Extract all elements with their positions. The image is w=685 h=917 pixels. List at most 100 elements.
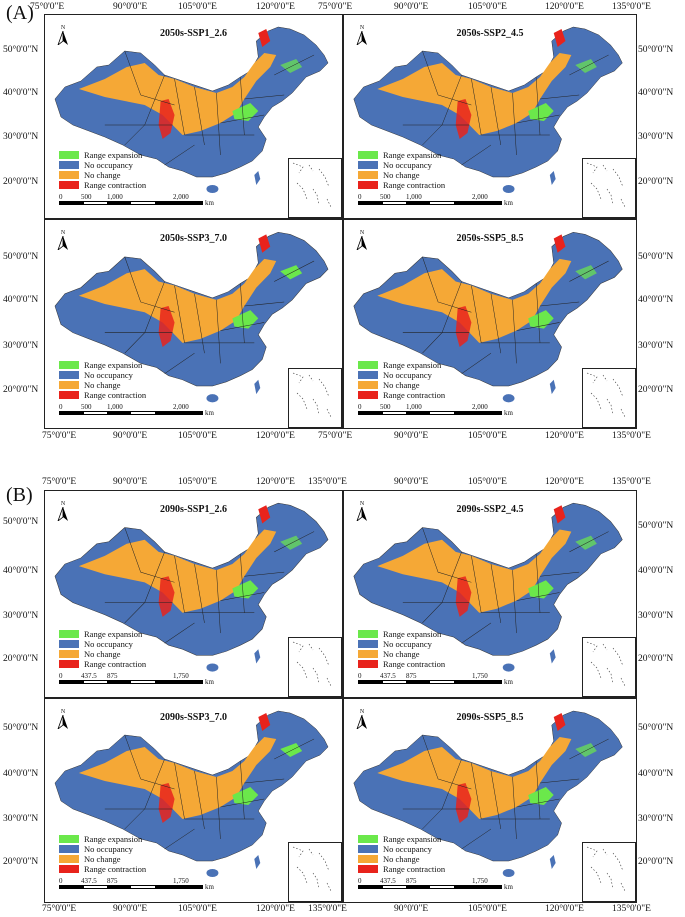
- lon-label: 105°0'0"E: [178, 904, 217, 914]
- lon-label: 120°0'0"E: [256, 2, 295, 12]
- legend-item: Range contraction: [59, 659, 146, 669]
- north-arrow-icon: N: [356, 709, 368, 731]
- legend-label: No occupancy: [84, 639, 133, 649]
- scale-tick: 2,000: [472, 193, 488, 201]
- scale-unit: km: [504, 883, 513, 891]
- no-change-region: [377, 529, 572, 613]
- lat-label: 50°0'0"N: [3, 517, 39, 527]
- legend-label: Range expansion: [84, 360, 143, 370]
- north-arrow-icon: N: [57, 25, 69, 47]
- china-map: [54, 26, 329, 193]
- legend-label: No occupancy: [84, 370, 133, 380]
- legend-item: No change: [59, 854, 146, 864]
- range-contraction-region: [258, 713, 271, 731]
- lat-label: 50°0'0"N: [638, 723, 674, 733]
- legend-swatch: [358, 660, 378, 668]
- north-arrow-icon: N: [57, 501, 69, 523]
- lon-label: 105°0'0"E: [468, 477, 507, 487]
- no-change-region: [78, 529, 277, 613]
- legend-swatch: [358, 161, 378, 169]
- scale-tick: 875: [406, 877, 417, 885]
- scale-tick: 437.5: [81, 672, 97, 680]
- legend-swatch: [59, 865, 79, 873]
- legend-label: Range contraction: [383, 180, 446, 190]
- legend-label: No occupancy: [84, 160, 133, 170]
- range-expansion-region: [280, 743, 303, 757]
- scale-unit: km: [504, 199, 513, 207]
- taiwan: [254, 855, 261, 869]
- scale-tick: 1,000: [406, 403, 422, 411]
- legend-label: No change: [383, 649, 420, 659]
- map-panel: 2050s-SSP3_7.0 N Range expansion No occupan…: [44, 219, 343, 429]
- lat-label: 40°0'0"N: [638, 88, 674, 98]
- lat-label: 40°0'0"N: [3, 769, 39, 779]
- hainan: [206, 869, 219, 877]
- map-panel: 2090s-SSP3_7.0 N Range expansion No occupan…: [44, 698, 343, 903]
- legend-swatch: [59, 371, 79, 379]
- section-a-label: (A): [6, 2, 34, 24]
- no-change-region: [377, 53, 572, 135]
- scale-tick: 0: [358, 193, 362, 201]
- north-label: N: [359, 230, 365, 236]
- lat-label: 20°0'0"N: [3, 177, 39, 187]
- lat-label: 30°0'0"N: [638, 814, 674, 824]
- lat-label: 40°0'0"N: [3, 295, 39, 305]
- map-panel: 2090s-SSP1_2.6 N Range expansion No occupan…: [44, 490, 343, 698]
- south-china-sea-inset: [582, 637, 636, 697]
- lon-label: 75°0'0"E: [42, 904, 77, 914]
- no-change-region: [78, 53, 277, 135]
- no-change-region: [78, 737, 277, 819]
- north-arrow-icon: [356, 714, 367, 731]
- legend-swatch: [358, 640, 378, 648]
- panel-title: 2050s-SSP3_7.0: [160, 233, 227, 244]
- legend-label: Range expansion: [84, 150, 143, 160]
- legend-label: Range expansion: [383, 629, 442, 639]
- lon-label: 135°0'0"E: [612, 431, 651, 441]
- north-arrow-icon: [356, 506, 367, 523]
- lon-label: 75°0'0"E: [318, 431, 353, 441]
- north-label: N: [60, 501, 66, 507]
- range-expansion-region: [280, 59, 303, 73]
- lon-label: 135°0'0"E: [308, 904, 347, 914]
- legend-item: No change: [358, 380, 445, 390]
- legend-swatch: [358, 151, 378, 159]
- lon-label: 120°0'0"E: [256, 477, 295, 487]
- scale-tick: 1,750: [173, 877, 189, 885]
- legend-label: Range contraction: [84, 180, 147, 190]
- province-boundaries: [402, 256, 609, 374]
- range-contraction-region: [258, 29, 271, 47]
- panel-title: 2050s-SSP2_4.5: [456, 28, 524, 39]
- north-arrow-icon: N: [57, 230, 69, 252]
- legend-label: Range contraction: [84, 659, 147, 669]
- legend-item: No change: [358, 854, 445, 864]
- panel-title: 2050s-SSP1_2.6: [160, 28, 227, 39]
- range-contraction-region: [455, 576, 472, 617]
- lon-label: 120°0'0"E: [256, 904, 295, 914]
- legend-label: Range contraction: [383, 864, 446, 874]
- legend-item: No change: [358, 170, 445, 180]
- south-china-sea-islands: [586, 641, 626, 687]
- legend-swatch: [358, 171, 378, 179]
- legend-label: Range expansion: [84, 834, 143, 844]
- range-contraction-region: [455, 783, 472, 823]
- range-contraction-region: [455, 99, 472, 139]
- section-b-label: (B): [6, 484, 33, 506]
- range-expansion-region: [575, 535, 597, 550]
- china-map: [353, 710, 623, 877]
- lon-label: 75°0'0"E: [42, 431, 77, 441]
- range-expansion-region: [280, 265, 303, 280]
- map-legend: Range expansion No occupancy No change Rang…: [358, 150, 445, 190]
- lat-label: 30°0'0"N: [638, 132, 674, 142]
- china-map: [353, 232, 623, 403]
- scale-bar: 0 437.5 875 1,750 km: [59, 877, 229, 891]
- legend-item: Range expansion: [358, 629, 445, 639]
- map-panel: 2090s-SSP2_4.5 N Range expansion No occupan…: [343, 490, 637, 698]
- legend-item: No change: [358, 649, 445, 659]
- south-china-sea-inset: [582, 158, 636, 218]
- legend-item: Range expansion: [59, 629, 146, 639]
- lat-label: 40°0'0"N: [3, 566, 39, 576]
- province-boundaries: [402, 50, 609, 166]
- lat-label: 20°0'0"N: [638, 177, 674, 187]
- legend-item: Range expansion: [59, 150, 146, 160]
- north-label: N: [359, 501, 365, 507]
